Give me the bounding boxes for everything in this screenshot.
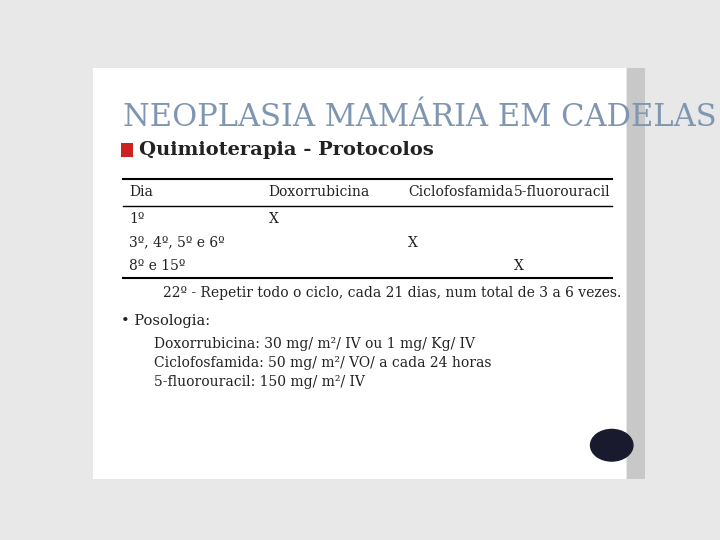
Text: 5-fluorouracil: 5-fluorouracil: [514, 185, 611, 199]
Text: X: X: [408, 236, 418, 250]
Text: 8º e 15º: 8º e 15º: [129, 259, 186, 273]
FancyBboxPatch shape: [93, 68, 626, 478]
Text: Ciclofosfamida: 50 mg/ m²/ VO/ a cada 24 horas: Ciclofosfamida: 50 mg/ m²/ VO/ a cada 24…: [154, 356, 492, 370]
Text: X: X: [514, 259, 524, 273]
Text: • Posologia:: • Posologia:: [121, 314, 210, 328]
FancyBboxPatch shape: [627, 68, 645, 478]
Text: 1º: 1º: [129, 212, 145, 226]
Text: Doxorrubicina: 30 mg/ m²/ IV ou 1 mg/ Kg/ IV: Doxorrubicina: 30 mg/ m²/ IV ou 1 mg/ Kg…: [154, 337, 475, 351]
Text: 22º - Repetir todo o ciclo, cada 21 dias, num total de 3 a 6 vezes.: 22º - Repetir todo o ciclo, cada 21 dias…: [163, 286, 621, 300]
FancyBboxPatch shape: [121, 143, 133, 157]
Text: 3º, 4º, 5º e 6º: 3º, 4º, 5º e 6º: [129, 236, 225, 250]
Text: 5-fluorouracil: 150 mg/ m²/ IV: 5-fluorouracil: 150 mg/ m²/ IV: [154, 375, 365, 389]
Text: Ciclofosfamida: Ciclofosfamida: [408, 185, 513, 199]
Circle shape: [590, 429, 633, 461]
Text: X: X: [269, 212, 279, 226]
Text: Quimioterapia - Protocolos: Quimioterapia - Protocolos: [139, 141, 434, 159]
Text: Dia: Dia: [129, 185, 153, 199]
Text: NEOPLASIA MAMÁRIA EM CADELAS: NEOPLASIA MAMÁRIA EM CADELAS: [124, 102, 717, 133]
Text: Doxorrubicina: Doxorrubicina: [269, 185, 370, 199]
